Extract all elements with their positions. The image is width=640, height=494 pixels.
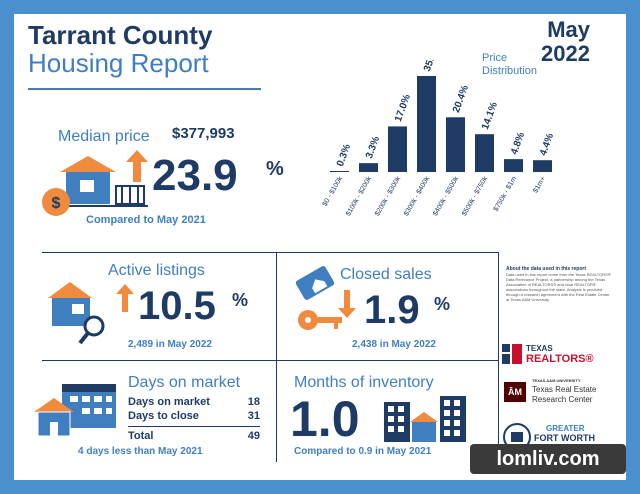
page-title-line2: Housing Report <box>28 48 209 78</box>
about-body: Data used in this report come from the T… <box>506 272 611 302</box>
category-label-6: $750k - $1m <box>493 175 519 212</box>
about-data-box: About the data used in this report Data … <box>506 266 614 302</box>
bar-1 <box>359 163 378 172</box>
bar-value-label-1: 3.3% <box>364 135 382 160</box>
bar-5 <box>475 134 494 172</box>
closed-sales-sub: 2,438 in May 2022 <box>352 339 436 350</box>
bar-3 <box>417 76 436 172</box>
dom-total-rule <box>128 426 260 427</box>
bar-7 <box>533 160 552 172</box>
median-price-percent: % <box>266 158 284 180</box>
active-listings-label: Active listings <box>108 262 205 279</box>
buildings-icon <box>384 396 466 442</box>
category-label-2: $200k - $300k <box>374 175 402 217</box>
bar-value-label-0: 0.3% <box>335 143 353 168</box>
dom-sub: 4 days less than May 2021 <box>78 446 203 457</box>
bar-value-label-6: 4.8% <box>509 131 527 156</box>
svg-text:$: $ <box>52 195 61 212</box>
house-search-icon <box>48 282 105 345</box>
house-key-icon <box>295 266 342 330</box>
up-arrow-icon-2 <box>116 284 134 312</box>
tamu-logo: ĀM TEXAS A&M UNIVERSITY Texas Real Estat… <box>502 378 612 410</box>
house-money-icon: $ <box>42 156 148 216</box>
dom-row2-value: 31 <box>247 410 260 422</box>
tamu-text-2: Research Center <box>532 395 593 404</box>
category-label-1: $100k - $200k <box>345 175 373 217</box>
texas-realtors-logo: TEXAS REALTORS® <box>502 342 612 368</box>
months-of-inventory-sub: Compared to 0.9 in May 2021 <box>294 446 432 457</box>
gfw-text-1: GREATER <box>546 424 585 433</box>
calendar-house-icon <box>34 384 116 437</box>
active-listings-percent: % <box>232 290 249 310</box>
closed-sales-change: 1.9 <box>364 288 420 332</box>
closed-sales-label: Closed sales <box>340 266 432 283</box>
texas-realtors-mark-icon <box>502 344 522 364</box>
dom-total-value: 49 <box>247 430 260 442</box>
price-distribution-label-1: Price <box>482 52 508 64</box>
about-heading: About the data used in this report <box>506 266 587 272</box>
category-label-4: $400k - $500k <box>432 175 460 217</box>
bar-value-label-4: 20.4% <box>451 84 471 115</box>
watermark: lomliv.com <box>470 444 626 474</box>
bar-value-label-5: 14.1% <box>480 101 500 132</box>
report-date: May 2022 <box>540 18 590 66</box>
texas-realtors-text-1: TEXAS <box>526 344 553 353</box>
tamu-small: TEXAS A&M UNIVERSITY <box>532 378 581 383</box>
bar-6 <box>504 159 523 172</box>
dom-row2-label: Days to close <box>128 410 199 422</box>
median-price-change: 23.9 <box>152 151 238 200</box>
bar-value-label-2: 17.0% <box>393 93 413 124</box>
tamu-text-1: Texas Real Estate <box>532 385 597 394</box>
bar-value-label-7: 4.4% <box>538 132 556 157</box>
texas-realtors-text-2: REALTORS® <box>526 353 594 365</box>
page-title-line1: Tarrant County <box>28 20 213 50</box>
category-label-7: $1m+ <box>532 176 547 195</box>
bar-0 <box>330 171 349 172</box>
title-divider <box>28 88 261 90</box>
category-label-3: $300k - $400k <box>403 175 431 217</box>
closed-sales-percent: % <box>434 294 451 314</box>
active-listings-change: 10.5 <box>138 284 216 328</box>
dom-row1-label: Days on market <box>128 396 210 408</box>
price-distribution-chart: 0.3% $0 - $100k 3.3% $100k - $200k 17.0% $200… <box>322 60 556 217</box>
divider-h2 <box>42 360 498 361</box>
days-on-market-label: Days on market <box>128 374 241 391</box>
report-year: 2022 <box>541 41 590 66</box>
active-listings-sub: 2,489 in May 2022 <box>128 339 212 350</box>
price-distribution-label-2: Distribution <box>482 65 538 77</box>
report-month: May <box>547 17 590 42</box>
gfw-text-2: FORT WORTH <box>534 433 595 443</box>
bar-4 <box>446 117 465 172</box>
dom-total-label: Total <box>128 430 154 442</box>
price-distribution-label: Price Distribution <box>482 52 537 78</box>
tamu-mark-icon: ĀM <box>504 382 526 402</box>
category-label-0: $0 - $100k <box>322 175 344 208</box>
bar-2 <box>388 126 407 172</box>
median-price-label: Median price <box>58 128 150 145</box>
dom-row1-value: 18 <box>247 396 260 408</box>
up-arrow-icon <box>126 150 148 182</box>
bar-value-label-3: 35.8% <box>422 60 442 73</box>
months-of-inventory-label: Months of inventory <box>294 374 434 391</box>
divider-h1 <box>42 252 498 253</box>
divider-v2 <box>498 252 499 462</box>
divider-v1 <box>276 252 277 462</box>
down-arrow-icon <box>338 290 356 318</box>
months-of-inventory-value: 1.0 <box>290 391 360 447</box>
category-label-5: $500k - $750k <box>461 175 489 217</box>
median-price-value: $377,993 <box>172 125 235 142</box>
median-compare: Compared to May 2021 <box>86 214 206 226</box>
